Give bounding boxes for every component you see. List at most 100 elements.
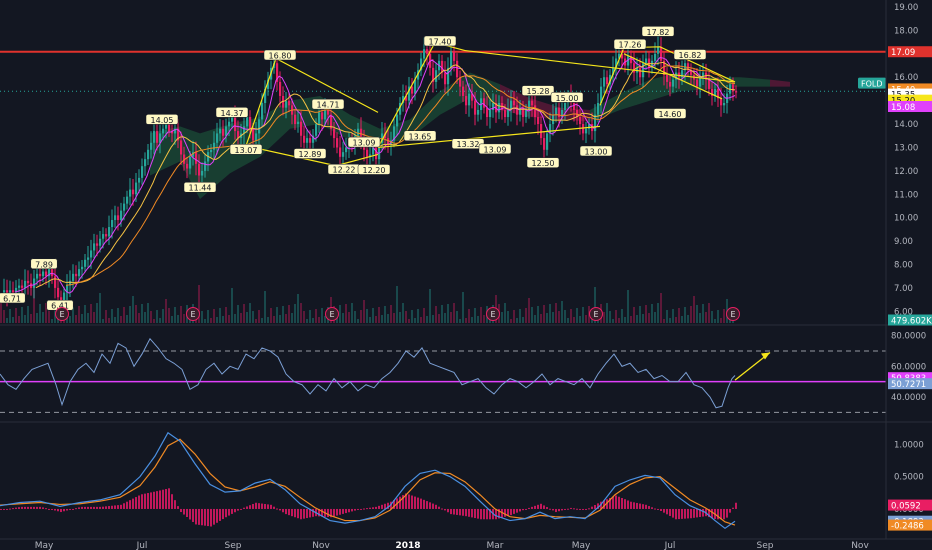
candle-body (582, 124, 585, 134)
macd-histogram-bar (339, 508, 341, 515)
time-axis[interactable]: May Jul Sep Nov 2018 Mar May Jul Sep Nov (35, 541, 870, 550)
volume-bar (6, 318, 8, 323)
volume-bar (150, 311, 152, 323)
candle-body (423, 49, 426, 59)
volume-bar (678, 308, 680, 323)
volume-bar (525, 308, 527, 323)
price-tick: 19.00 (894, 3, 918, 13)
macd-histogram-bar (534, 505, 536, 509)
candle-body (105, 234, 108, 237)
candle-body (159, 133, 162, 143)
volume-bar (501, 312, 503, 323)
volume-bar (144, 312, 146, 323)
volume-bar (366, 309, 368, 323)
candle-body (555, 107, 558, 115)
candle-body (333, 128, 336, 139)
volume-bar (519, 309, 521, 323)
rsi-line (0, 337, 736, 409)
macd-histogram-bar (117, 505, 119, 509)
volume-bar (639, 306, 641, 323)
volume-axis-label: 479.602K (891, 317, 932, 327)
candle-body (48, 269, 51, 277)
rsi-pane[interactable] (0, 337, 932, 423)
volume-bar (126, 315, 128, 323)
candle-body (21, 285, 24, 288)
volume-bar (288, 305, 290, 323)
price-axis[interactable]: 19.0018.0017.0016.0015.0014.0013.0012.00… (885, 0, 932, 539)
macd-histogram-bar (636, 502, 638, 509)
macd-histogram-bar (651, 507, 653, 509)
macd-histogram-bar (417, 497, 419, 509)
macd-histogram-bar (33, 506, 35, 509)
candle-body (657, 46, 660, 54)
candle-body (369, 154, 372, 157)
candle-body (720, 98, 723, 106)
macd-histogram-bar (597, 503, 599, 509)
candle-body (711, 88, 714, 96)
volume-bar (393, 313, 395, 323)
price-label: 7.89 (35, 260, 53, 269)
price-label-box (550, 92, 584, 103)
macd-histogram-bar (366, 508, 368, 510)
macd-histogram-bar (543, 505, 545, 509)
price-label: 12.50 (532, 159, 555, 168)
macd-histogram-bar (702, 508, 704, 517)
candle-body (378, 142, 381, 160)
candle-body (549, 124, 552, 134)
macd-histogram-bar (441, 508, 443, 510)
volume-bar (324, 316, 326, 323)
volume-bar (282, 306, 284, 323)
macd-histogram-bar (510, 508, 512, 516)
volume-bar (285, 314, 287, 323)
macd-histogram-bar (282, 508, 284, 513)
candle-body (411, 86, 414, 94)
candle-body (171, 131, 174, 134)
candle-body (180, 140, 183, 155)
price-label: 14.05 (151, 116, 174, 125)
macd-histogram-bar (633, 502, 635, 509)
price-tick: 7.00 (894, 284, 913, 294)
macd-histogram-bar (234, 508, 236, 513)
volume-bar (672, 309, 674, 323)
macd-histogram-bar (561, 508, 563, 511)
volume-bar (69, 316, 71, 323)
volume-bar (108, 318, 110, 323)
candle-body (147, 149, 150, 160)
volume-bar (90, 304, 92, 323)
candle-body (318, 112, 321, 125)
macd-histogram-bar (432, 503, 434, 509)
rsi-axis-label: 50.7271 (891, 380, 926, 390)
candle-body (492, 102, 495, 111)
macd-histogram-bar (669, 508, 671, 516)
macd-histogram-bar (144, 493, 146, 509)
macd-histogram-bar (300, 508, 302, 520)
volume-bar (432, 315, 434, 323)
macd-axis-label: -0.2486 (891, 522, 924, 532)
candle-body (645, 58, 648, 64)
macd-histogram-bar (540, 503, 542, 509)
volume-bar (318, 317, 320, 323)
candle-body (153, 131, 156, 143)
macd-histogram-bar (9, 508, 11, 510)
macd-histogram-bar (204, 508, 206, 526)
macd-histogram-bar (735, 502, 737, 509)
macd-histogram-bar (153, 491, 155, 509)
rsi-arrow-head (761, 352, 770, 360)
candle-body (15, 287, 18, 293)
candle-body (69, 280, 72, 286)
macd-histogram-bar (690, 508, 692, 519)
price-axis-label: 17.09 (891, 48, 915, 58)
candle-body (603, 77, 606, 87)
macd-histogram-bar (30, 506, 32, 509)
candle-body (408, 86, 411, 101)
candle-body (177, 128, 180, 141)
candle-body (6, 290, 9, 295)
candle-body (513, 100, 516, 106)
macd-histogram-bar (477, 508, 479, 519)
price-pane[interactable]: 6.71 7.89 6.41 14.05 11.44 14.37 13.07 16.80 12.… (0, 26, 932, 326)
volume-bar (165, 299, 167, 323)
macd-histogram-bar (426, 501, 428, 509)
macd-pane[interactable] (0, 431, 932, 540)
volume-bar (651, 304, 653, 323)
